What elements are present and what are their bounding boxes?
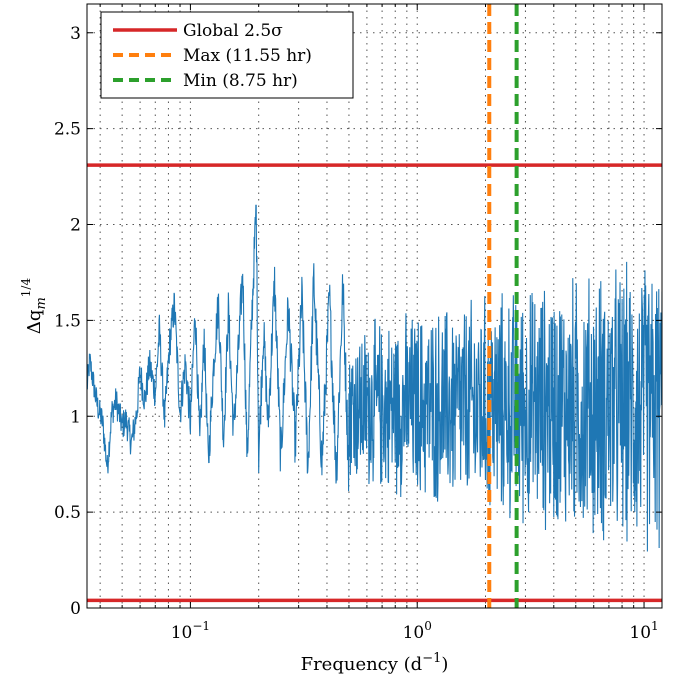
legend-entry-max-label: Max (11.55 hr) [183, 46, 312, 66]
legend-box [100, 11, 354, 99]
legend: Global 2.5σ Max (11.55 hr) Min (8.75 hr) [100, 11, 354, 99]
plot-frame [86, 3, 663, 609]
series-line [87, 204, 662, 552]
legend-entry-min-label: Min (8.75 hr) [183, 71, 298, 91]
legend-entry-max: Max (11.55 hr) [113, 46, 312, 66]
x-axis-label: Frequency (d−1) [301, 651, 449, 675]
legend-entry-global-label: Global 2.5σ [183, 21, 283, 41]
y-tick-label: 1 [70, 407, 81, 427]
reference-lines-layer [87, 4, 662, 608]
legend-entry-min: Min (8.75 hr) [113, 71, 298, 91]
y-tick-label: 2 [70, 216, 81, 236]
x-tick-label: 10−1 [171, 619, 210, 643]
legend-entry-global: Global 2.5σ [113, 21, 283, 41]
x-tick-label: 101 [629, 619, 658, 643]
y-tick-label: 2.5 [54, 120, 81, 140]
x-tick-label: 100 [403, 619, 432, 643]
y-tick-label: 0.5 [54, 503, 81, 523]
y-tick-label: 3 [70, 24, 81, 44]
y-tick-label: 1.5 [54, 311, 81, 331]
y-tick-label: 0 [70, 599, 81, 619]
y-axis-label: Δqm1/4 [19, 278, 49, 335]
series-layer [87, 204, 662, 552]
axes-layer: 0 0.5 1 1.5 2 2.5 3 10−1 100 101 Frequency (d−1) Δq… [19, 3, 663, 675]
